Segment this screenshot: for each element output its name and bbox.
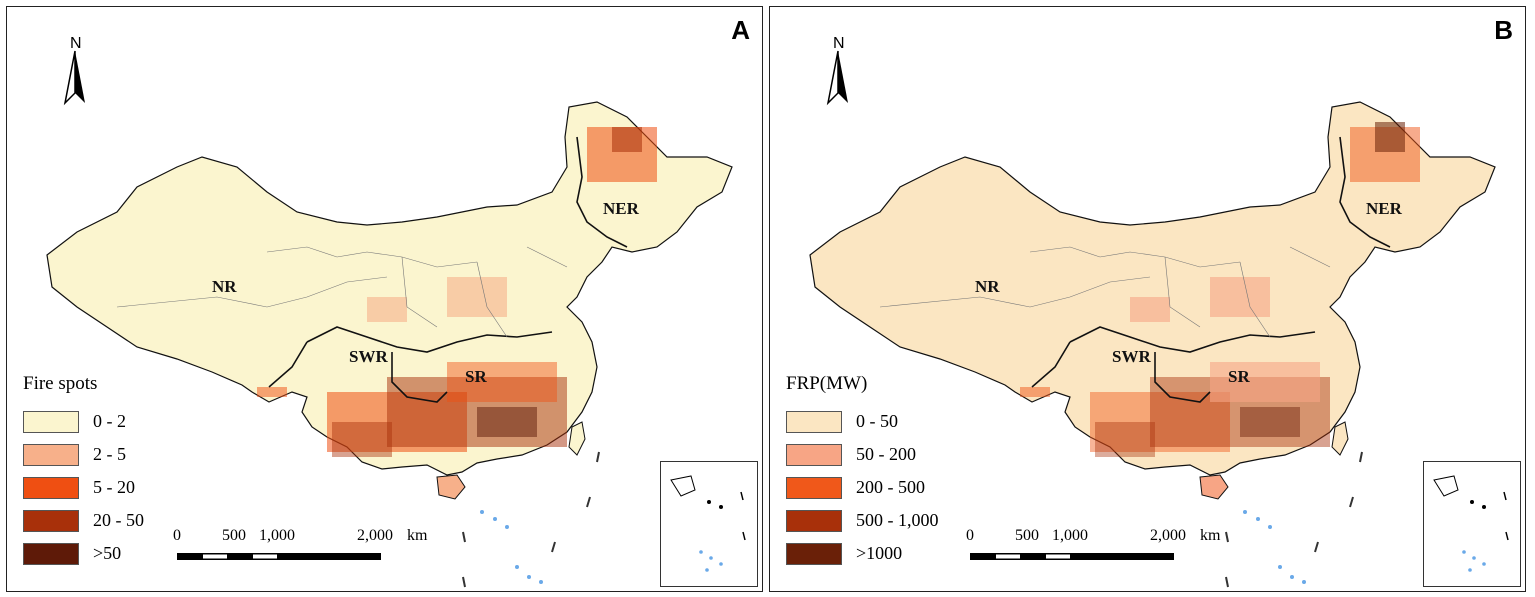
scale-tick-500: 500 xyxy=(1015,527,1039,544)
legend-item: 5 - 20 xyxy=(23,471,144,504)
scale-tick-0: 0 xyxy=(173,527,181,544)
region-label-ner: NER xyxy=(1366,199,1402,218)
legend-label: 0 - 2 xyxy=(93,411,126,431)
north-arrow-icon xyxy=(63,50,85,106)
fire-hotspots xyxy=(257,127,657,457)
scale-bar xyxy=(177,553,381,560)
region-label-swr: SWR xyxy=(1112,347,1151,366)
legend-title: Fire spots xyxy=(23,373,98,394)
map-panel-a: A N NER NR SWR SR Fire spots 0 - 2 2 - 5… xyxy=(6,6,763,592)
scale-tick-1000: 1,000 xyxy=(259,527,295,544)
nine-dash-line xyxy=(462,451,600,588)
legend-item: >50 xyxy=(23,537,144,570)
hainan-island xyxy=(1199,474,1229,500)
china-land xyxy=(809,101,1496,476)
legend-label: 0 - 50 xyxy=(856,411,898,431)
legend-label: 20 - 50 xyxy=(93,510,144,530)
legend-swatch xyxy=(23,443,79,466)
taiwan-island xyxy=(1331,421,1349,456)
legend: Fire spots 0 - 2 2 - 5 5 - 20 20 - 50 >5… xyxy=(23,373,144,570)
north-label: N xyxy=(833,35,845,52)
legend-item: 200 - 500 xyxy=(786,471,939,504)
region-boundaries xyxy=(268,136,628,403)
scale-labels: 0 500 1,000 2,000 km xyxy=(167,527,467,547)
china-map xyxy=(46,101,733,588)
province-lines xyxy=(879,246,1331,338)
legend-label: >50 xyxy=(93,543,122,563)
legend: FRP(MW) 0 - 50 50 - 200 200 - 500 500 - … xyxy=(786,373,939,570)
legend-swatch xyxy=(23,542,79,565)
legend-label: 50 - 200 xyxy=(856,444,916,464)
legend-swatch xyxy=(786,476,842,499)
panel-letter: A xyxy=(731,15,750,45)
legend-item: 0 - 2 xyxy=(23,405,144,438)
north-arrow-icon xyxy=(826,50,848,106)
legend-item: 0 - 50 xyxy=(786,405,939,438)
scale-tick-2000: 2,000 xyxy=(357,527,393,544)
legend-label: 200 - 500 xyxy=(856,477,925,497)
hainan-island xyxy=(436,474,466,500)
legend-label: 2 - 5 xyxy=(93,444,126,464)
region-label-nr: NR xyxy=(975,277,1000,296)
scale-unit: km xyxy=(1200,527,1221,544)
region-label-sr: SR xyxy=(465,367,487,386)
legend-label: 500 - 1,000 xyxy=(856,510,939,530)
legend-label: >1000 xyxy=(856,543,903,563)
legend-item: 50 - 200 xyxy=(786,438,939,471)
region-label-ner: NER xyxy=(603,199,639,218)
map-panel-b: B N NER NR SWR SR FRP(MW) 0 - 50 50 - 20… xyxy=(769,6,1526,592)
region-label-swr: SWR xyxy=(349,347,388,366)
frp-hotspots xyxy=(1020,122,1420,457)
region-boundaries xyxy=(1031,136,1391,403)
legend-swatch xyxy=(786,542,842,565)
legend-label: 5 - 20 xyxy=(93,477,135,497)
region-label-sr: SR xyxy=(1228,367,1250,386)
legend-swatch xyxy=(23,410,79,433)
legend-item: 500 - 1,000 xyxy=(786,504,939,537)
scale-tick-0: 0 xyxy=(966,527,974,544)
legend-item: 2 - 5 xyxy=(23,438,144,471)
inset-map xyxy=(1423,461,1521,587)
scale-tick-1000: 1,000 xyxy=(1052,527,1088,544)
scale-labels: 0 500 1,000 2,000 km xyxy=(960,527,1260,547)
legend-item: 20 - 50 xyxy=(23,504,144,537)
inset-islands xyxy=(1433,475,1509,572)
legend-item: >1000 xyxy=(786,537,939,570)
south-china-sea-islands xyxy=(480,510,543,584)
china-map xyxy=(809,101,1496,588)
nine-dash-line xyxy=(1225,451,1363,588)
panel-letter: B xyxy=(1494,15,1513,45)
scale-tick-500: 500 xyxy=(222,527,246,544)
inset-map xyxy=(660,461,758,587)
north-label: N xyxy=(70,35,82,52)
legend-swatch xyxy=(23,509,79,532)
scale-unit: km xyxy=(407,527,428,544)
region-label-nr: NR xyxy=(212,277,237,296)
scale-tick-2000: 2,000 xyxy=(1150,527,1186,544)
province-lines xyxy=(116,246,568,338)
legend-swatch xyxy=(786,509,842,532)
legend-swatch xyxy=(23,476,79,499)
taiwan-island xyxy=(568,421,586,456)
south-china-sea-islands xyxy=(1243,510,1306,584)
legend-title: FRP(MW) xyxy=(786,373,868,394)
scale-bar xyxy=(970,553,1174,560)
inset-islands xyxy=(670,475,746,572)
legend-swatch xyxy=(786,443,842,466)
legend-swatch xyxy=(786,410,842,433)
